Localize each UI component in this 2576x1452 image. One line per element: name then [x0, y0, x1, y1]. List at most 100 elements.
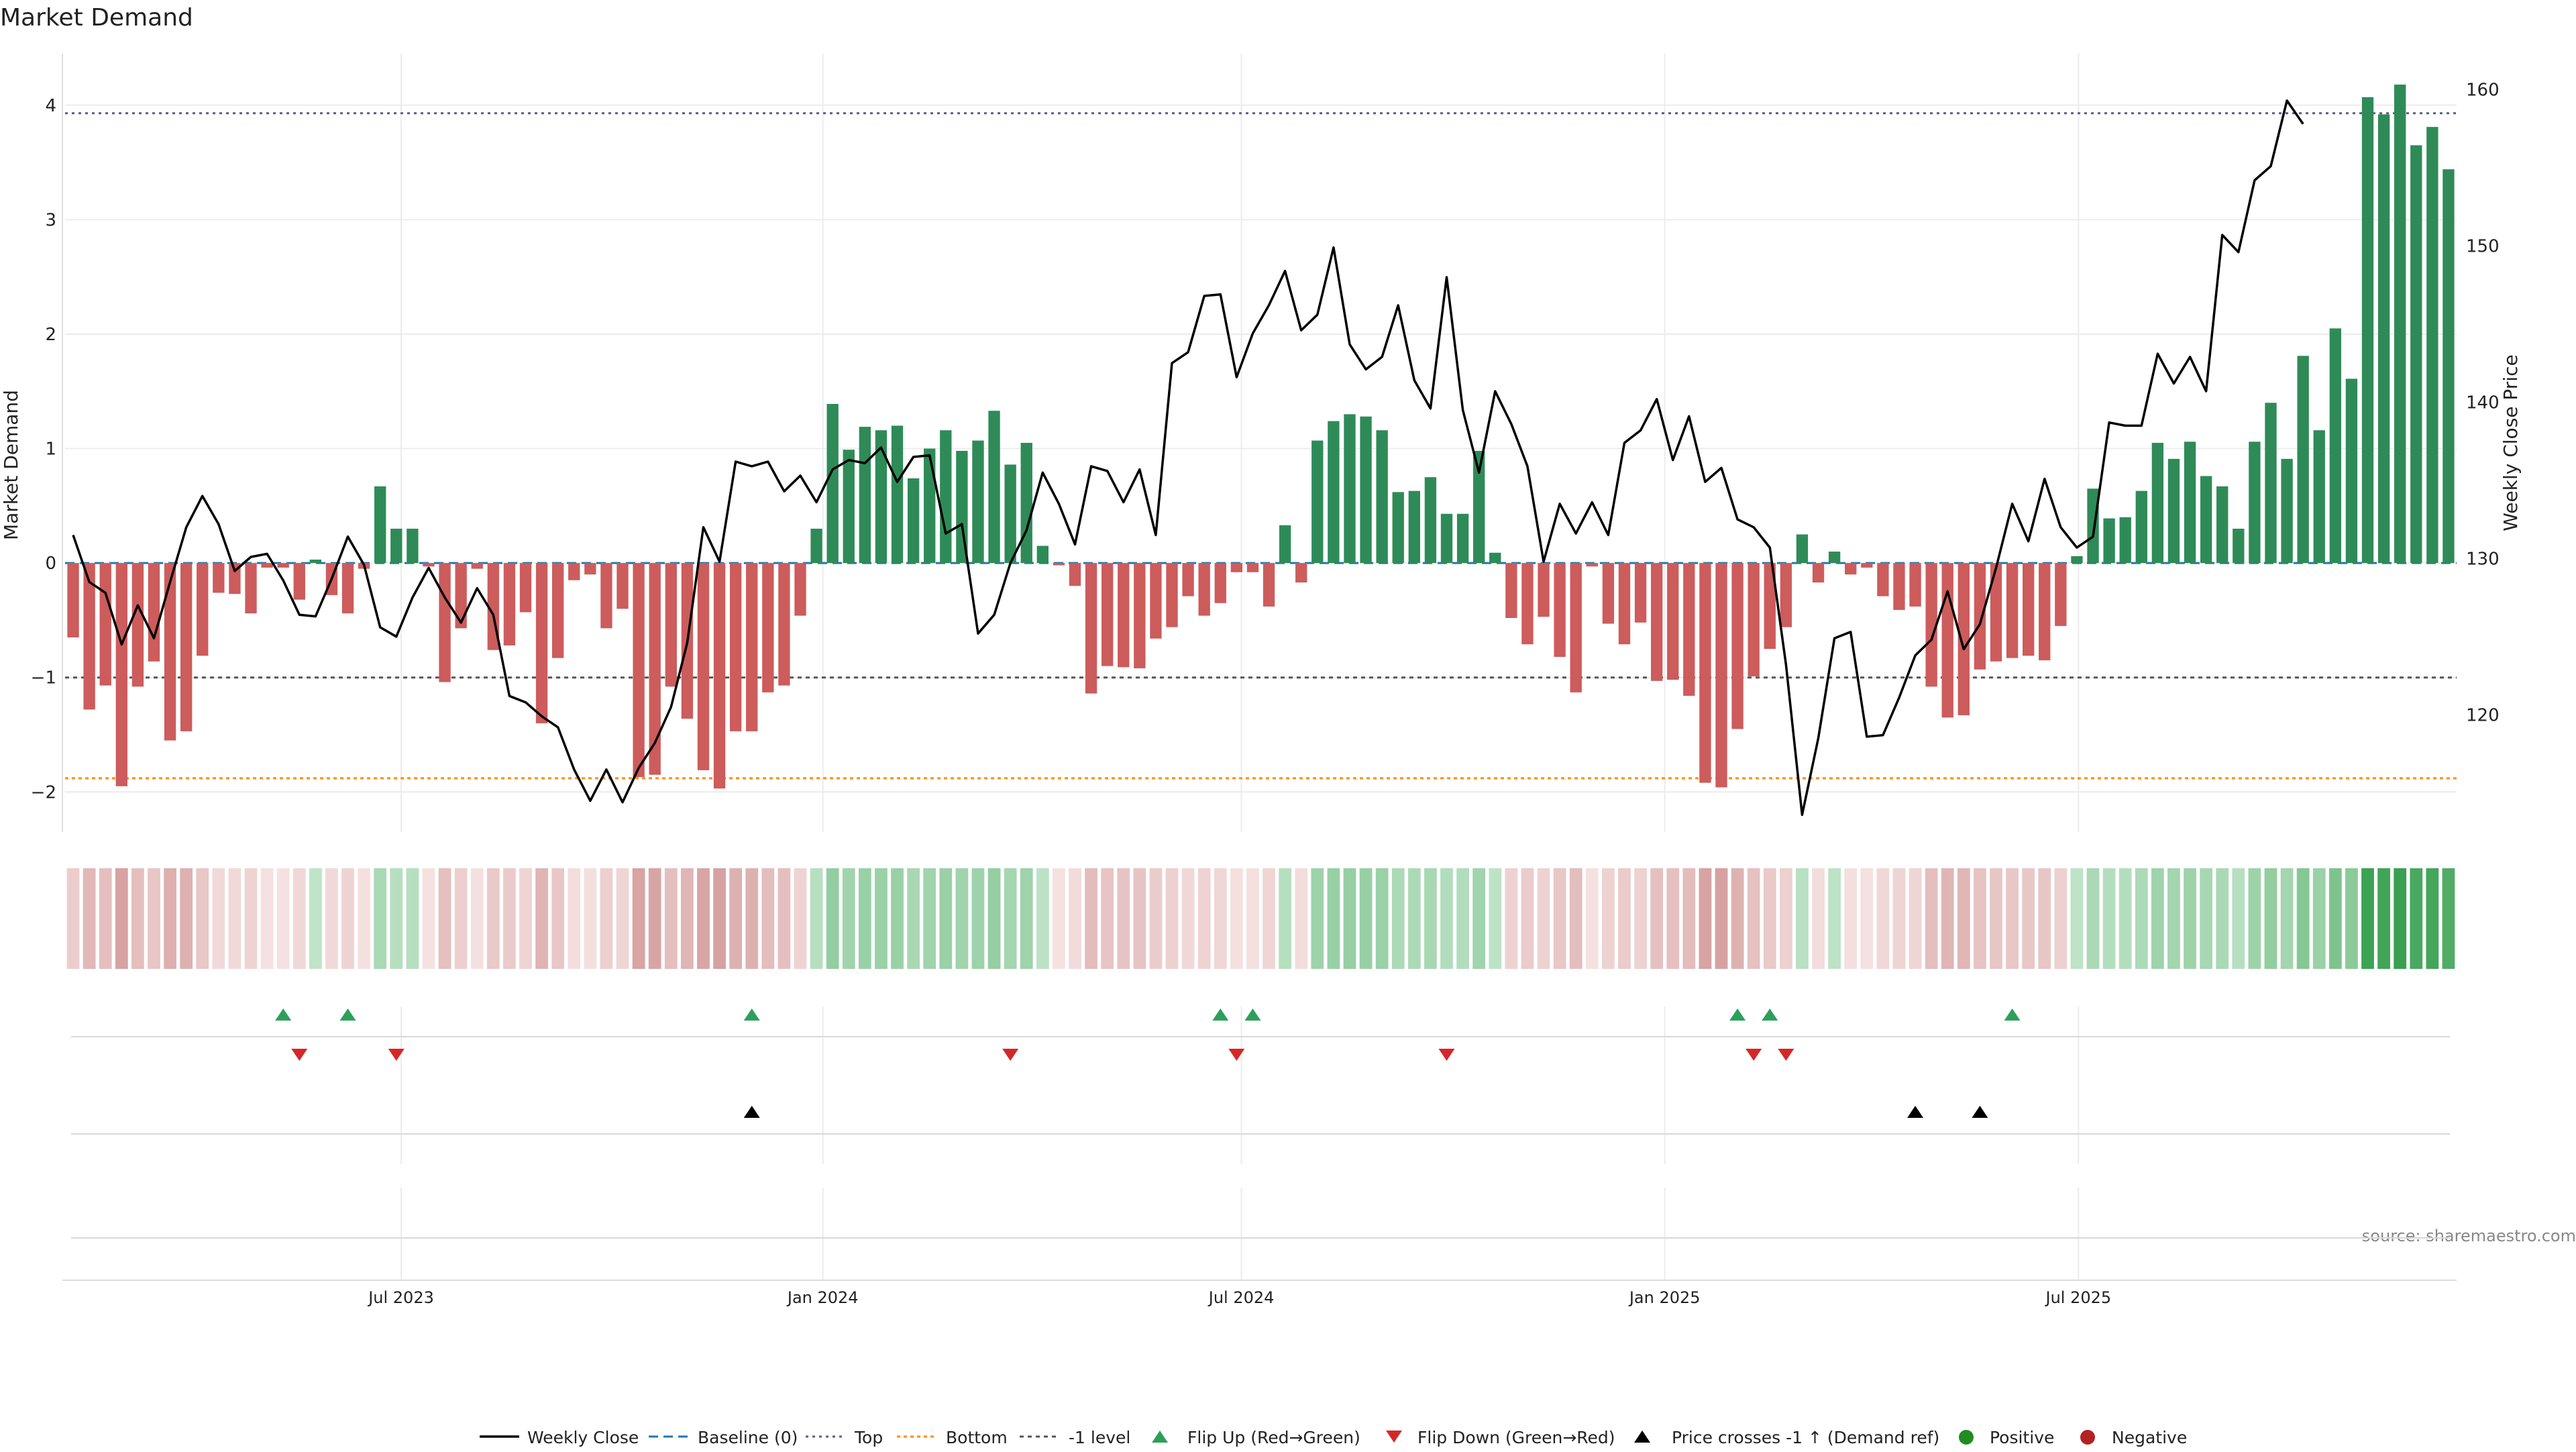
heat-cell: [1149, 868, 1163, 969]
negative-demand-bar: [1957, 563, 1970, 715]
negative-demand-bar: [1069, 563, 1081, 586]
heat-cell: [810, 868, 823, 969]
heat-cell: [664, 868, 678, 969]
heat-cell: [858, 868, 871, 969]
positive-demand-bar: [2184, 442, 2196, 564]
negative-demand-bar: [1764, 563, 1776, 650]
legend-positive-symbol: [1959, 1430, 1974, 1445]
heat-cell: [2184, 868, 2196, 969]
negative-demand-bar: [1634, 563, 1647, 623]
negative-demand-bar: [213, 563, 225, 593]
negative-demand-bar: [1667, 563, 1679, 680]
positive-demand-bar: [2410, 145, 2422, 564]
heat-cell: [777, 868, 791, 969]
x-tick-label: Jan 2024: [786, 1288, 859, 1307]
negative-demand-bar: [1650, 563, 1663, 681]
negative-demand-bar: [99, 563, 111, 686]
negative-demand-bar: [729, 563, 742, 731]
negative-demand-bar: [131, 563, 144, 687]
heat-cell: [2296, 868, 2310, 969]
heat-cell: [1020, 868, 1033, 969]
positive-demand-bar: [907, 478, 920, 564]
negative-demand-bar: [1085, 563, 1097, 694]
heat-cell: [2442, 868, 2455, 969]
negative-demand-bar: [778, 563, 790, 686]
heat-cell: [1731, 868, 1744, 969]
positive-demand-bar: [1392, 492, 1404, 564]
positive-demand-bar: [2216, 486, 2229, 564]
heat-cell: [1505, 868, 1518, 969]
heat-cell: [2135, 868, 2148, 969]
negative-demand-bar: [1715, 563, 1727, 788]
y-tick-label: −2: [31, 782, 56, 802]
negative-demand-bar: [229, 563, 241, 594]
price-line-layer: [72, 99, 2304, 817]
negative-demand-bar: [649, 563, 661, 775]
negative-demand-bar: [1780, 563, 1792, 627]
heat-cell: [987, 868, 1001, 969]
positive-demand-bar: [309, 560, 322, 564]
heat-cell: [1990, 868, 2002, 969]
heat-cell: [1892, 868, 1906, 969]
heat-cell: [1585, 868, 1599, 969]
negative-demand-bar: [568, 563, 580, 580]
positive-demand-bar: [2443, 169, 2455, 564]
positive-demand-bar: [390, 528, 402, 564]
heat-cell: [2054, 868, 2068, 969]
axes-layer: 4 3 2 1 0 −1 −2 160 150 140 130 120 Jul 2023 Jan 2024…: [31, 54, 2500, 1307]
negative-demand-bar: [341, 563, 354, 614]
positive-demand-bar: [1424, 477, 1437, 564]
heat-cell: [470, 868, 484, 969]
negative-demand-bar: [1909, 563, 1921, 607]
negative-demand-bar: [67, 563, 79, 637]
heat-cell: [600, 868, 613, 969]
heat-cell: [971, 868, 985, 969]
negative-demand-bar: [1812, 563, 1825, 583]
negative-demand-bar: [1845, 563, 1857, 575]
heat-cell: [2200, 868, 2213, 969]
negative-demand-bar: [245, 563, 257, 614]
heat-cell: [955, 868, 969, 969]
y-tick-label: 3: [45, 210, 56, 230]
flip-up-marker: [339, 1008, 356, 1021]
positive-demand-bar: [972, 440, 984, 564]
heat-cell: [438, 868, 451, 969]
negative-demand-bar: [261, 563, 273, 568]
heat-cell: [83, 868, 96, 969]
heat-cell: [1747, 868, 1760, 969]
heat-cell: [2006, 868, 2019, 969]
legend-flip-up-symbol: [1152, 1431, 1168, 1443]
event-markers-layer: [71, 1008, 2450, 1239]
heat-cell: [1521, 868, 1534, 969]
heat-cell: [422, 868, 435, 969]
negative-demand-bar: [600, 563, 612, 629]
positive-demand-bar: [2087, 488, 2099, 564]
heat-cell: [1909, 868, 1922, 969]
positive-demand-bar: [1279, 525, 1291, 564]
heat-cell: [66, 868, 80, 969]
heat-cell: [244, 868, 258, 969]
negative-demand-bar: [503, 563, 516, 645]
heat-cell: [891, 868, 904, 969]
positive-demand-bar: [2297, 356, 2309, 564]
heat-cell: [1941, 868, 1954, 969]
positive-demand-bar: [1440, 513, 1453, 564]
heat-cell: [1553, 868, 1566, 969]
positive-demand-bar: [1328, 421, 1340, 564]
heat-cell: [1634, 868, 1647, 969]
positive-demand-bar: [940, 430, 952, 564]
flip-up-marker: [1729, 1008, 1746, 1021]
heat-cell: [148, 868, 160, 969]
y2-tick-label: 150: [2466, 237, 2500, 257]
legend-label: Flip Up (Red→Green): [1187, 1428, 1360, 1447]
negative-demand-bar: [471, 563, 483, 569]
heat-cell: [648, 868, 661, 969]
x-tick-label: Jan 2025: [1628, 1288, 1701, 1307]
negative-demand-bar: [1246, 563, 1259, 572]
heat-cell: [2151, 868, 2164, 969]
heat-cell: [2377, 868, 2390, 969]
y-tick-label: 0: [45, 554, 56, 574]
weekly-close-line: [72, 99, 2304, 817]
negative-demand-bar: [1990, 563, 2002, 662]
flip-up-marker: [1212, 1008, 1229, 1021]
